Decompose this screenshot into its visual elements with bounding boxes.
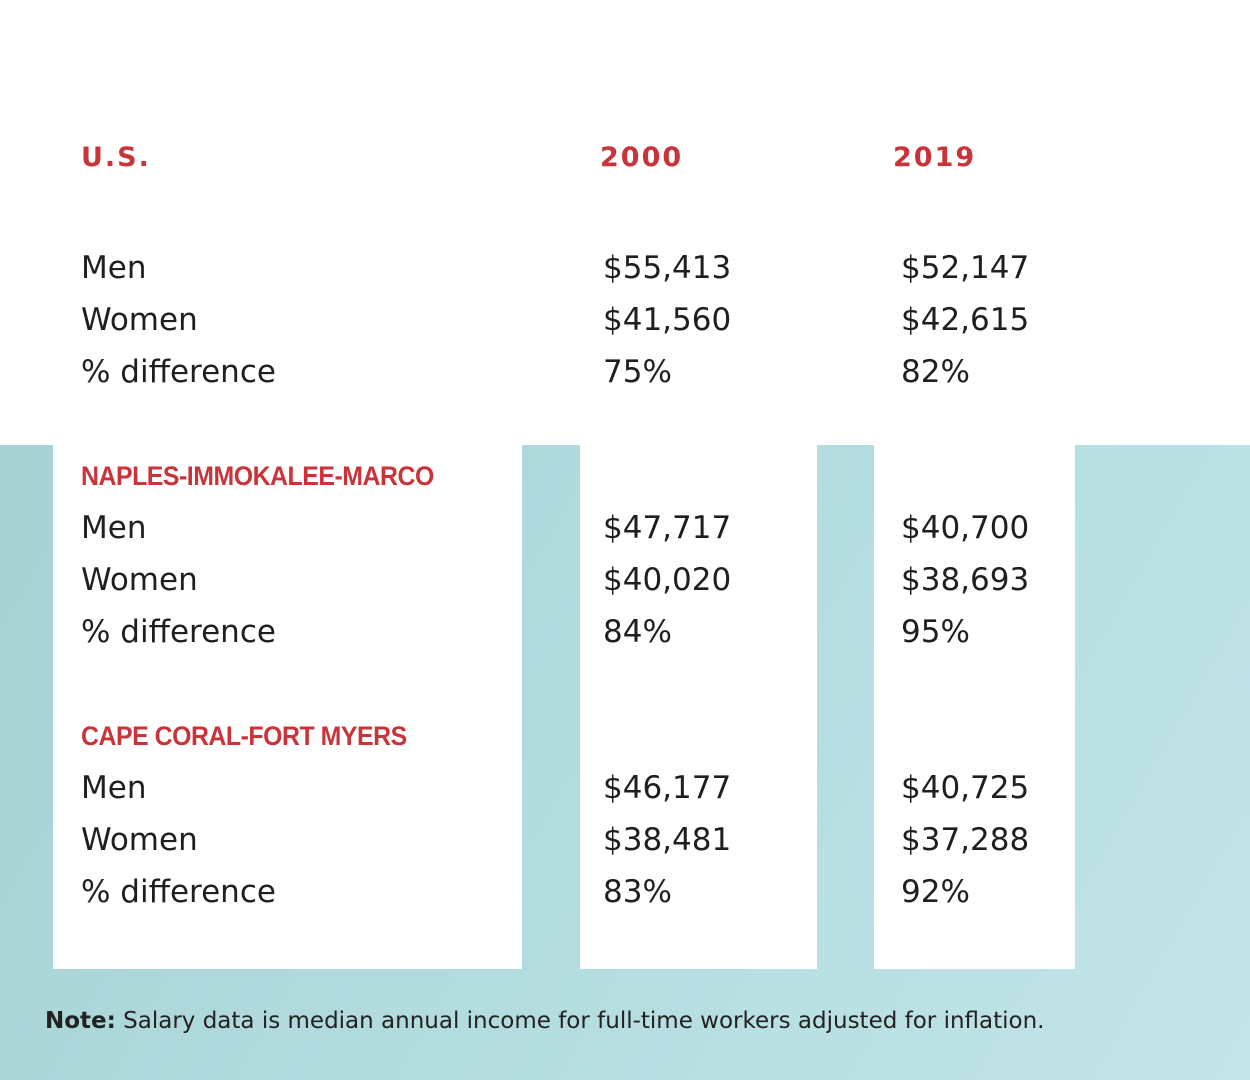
cape-coral-women-label: Women: [81, 822, 198, 858]
us-women-2019: $42,615: [901, 302, 1030, 338]
naples-diff-2000: 84%: [603, 614, 672, 650]
naples-region-heading: NAPLES-IMMOKALEE-MARCO: [81, 461, 434, 491]
us-region-header: U.S.: [81, 142, 151, 173]
naples-men-2000: $47,717: [603, 510, 732, 546]
naples-diff-label: % difference: [81, 614, 276, 650]
cape-coral-diff-2019: 92%: [901, 874, 970, 910]
cape-coral-region-heading: CAPE CORAL-FORT MYERS: [81, 721, 407, 751]
us-women-2000: $41,560: [603, 302, 732, 338]
cape-coral-men-2000: $46,177: [603, 770, 732, 806]
us-diff-label: % difference: [81, 354, 276, 390]
naples-men-label: Men: [81, 510, 147, 546]
cape-coral-women-2019: $37,288: [901, 822, 1030, 858]
footnote: Note: Salary data is median annual incom…: [45, 1008, 1045, 1034]
year-2000-header: 2000: [600, 142, 684, 173]
us-diff-2000: 75%: [603, 354, 672, 390]
year-2019-column-panel: [874, 440, 1075, 969]
us-men-2019: $52,147: [901, 250, 1030, 286]
cape-coral-men-2019: $40,725: [901, 770, 1030, 806]
footnote-text: Salary data is median annual income for …: [115, 1008, 1045, 1034]
naples-women-2000: $40,020: [603, 562, 732, 598]
cape-coral-diff-label: % difference: [81, 874, 276, 910]
naples-women-2019: $38,693: [901, 562, 1030, 598]
us-men-label: Men: [81, 250, 147, 286]
us-diff-2019: 82%: [901, 354, 970, 390]
us-women-label: Women: [81, 302, 198, 338]
label-column-panel: [53, 440, 522, 969]
footnote-prefix: Note:: [45, 1008, 116, 1034]
naples-men-2019: $40,700: [901, 510, 1030, 546]
year-2019-header: 2019: [893, 142, 977, 173]
cape-coral-diff-2000: 83%: [603, 874, 672, 910]
naples-diff-2019: 95%: [901, 614, 970, 650]
naples-women-label: Women: [81, 562, 198, 598]
us-men-2000: $55,413: [603, 250, 732, 286]
cape-coral-women-2000: $38,481: [603, 822, 732, 858]
cape-coral-men-label: Men: [81, 770, 147, 806]
year-2000-column-panel: [580, 440, 817, 969]
